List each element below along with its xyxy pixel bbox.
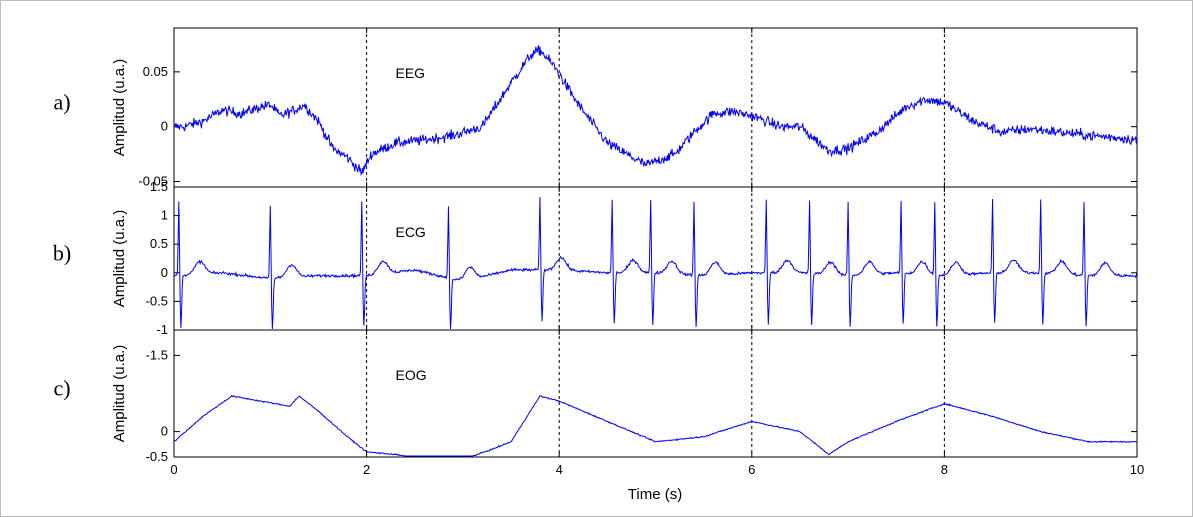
panel-frame (173, 329, 1138, 458)
x-tick-label: 10 (1130, 462, 1144, 477)
y-tick-label: -0.5 (146, 293, 168, 308)
panel-frame (173, 27, 1138, 188)
y-tick-label: 0 (161, 424, 168, 439)
y-axis-label: Amplitud (u.a.) (111, 345, 128, 443)
x-tick-label: 2 (363, 462, 370, 477)
panel-letter: a) (53, 90, 70, 115)
y-axis-label: Amplitud (u.a.) (111, 210, 128, 308)
series-label: EOG (395, 367, 426, 383)
y-tick-label: 0 (161, 265, 168, 280)
x-tick-label: 6 (748, 462, 755, 477)
x-axis-label: Time (s) (628, 486, 682, 503)
signal-line-eeg (173, 45, 1138, 177)
signal-line-ecg (173, 197, 1138, 330)
y-axis-label: Amplitud (u.a.) (111, 59, 128, 157)
x-tick-label: 4 (556, 462, 563, 477)
signal-line-eog (173, 394, 1138, 457)
panel-1: 1.5 1 0.5 0 -0.5 -1 Amplitud (u.a.) b) ECG (53, 179, 1138, 337)
series-label: ECG (395, 224, 425, 240)
y-tick-label: -0.05 (138, 174, 168, 189)
y-tick-label: 1 (161, 208, 168, 223)
panel-letter: c) (53, 376, 70, 401)
x-tick-label: 8 (941, 462, 948, 477)
panel-2: -1.5 0 -0.5 Amplitud (u.a.) c) EOG (53, 329, 1138, 464)
y-tick-label: -1.5 (146, 347, 168, 362)
y-tick-label: -0.5 (146, 449, 168, 464)
series-label: EEG (395, 65, 425, 81)
panel-letter: b) (53, 241, 71, 266)
y-tick-label: 0 (161, 119, 168, 134)
y-tick-label: -1 (156, 322, 168, 337)
panel-0: 0.05 0 -0.05 Amplitud (u.a.) a) EEG (53, 27, 1138, 189)
y-tick-label: 0.5 (150, 236, 168, 251)
y-tick-label: 1.5 (150, 179, 168, 194)
x-tick-label: 0 (170, 462, 177, 477)
y-tick-label: 0.05 (143, 64, 168, 79)
